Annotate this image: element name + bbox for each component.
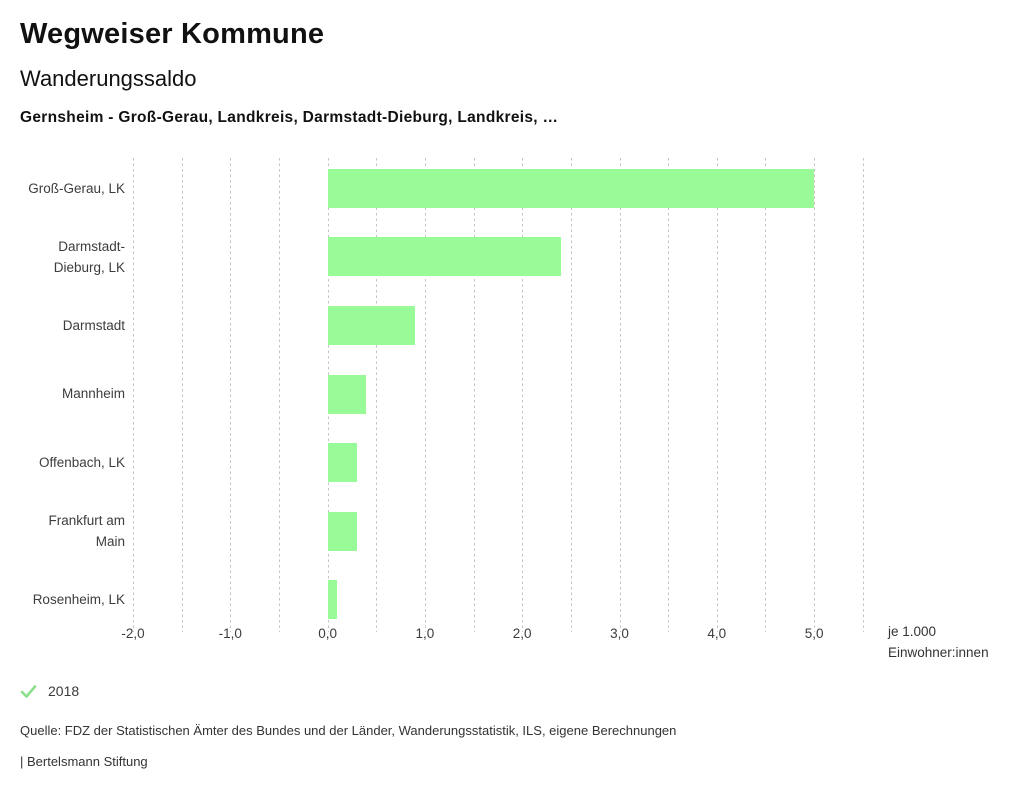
axis-tick-label: 2,0 — [512, 626, 532, 641]
axis-tick-label: 3,0 — [610, 626, 629, 641]
gridline — [181, 158, 183, 632]
gridline — [619, 158, 621, 632]
gridline — [278, 158, 280, 632]
legend-label: 2018 — [48, 683, 80, 699]
axis-tick-label: -2,0 — [121, 626, 145, 641]
gridline — [230, 158, 232, 632]
check-icon — [20, 684, 37, 699]
gridline — [668, 158, 670, 632]
bar-groß-gerau-lk — [327, 168, 815, 208]
bar-rosenheim-lk — [327, 580, 338, 620]
gridline — [473, 158, 475, 632]
axis-tick-label: 5,0 — [804, 626, 824, 641]
category-label: Groß-Gerau, LK — [28, 180, 125, 196]
app-title: Wegweiser Kommune — [20, 18, 325, 50]
bar-mannheim — [327, 374, 367, 414]
bar-frankfurt-am-main — [327, 511, 357, 551]
gridline — [570, 158, 572, 632]
gridline — [765, 158, 767, 632]
axis-tick-label: 1,0 — [415, 626, 435, 641]
value-axis: -2,0 -1,0 0,0 1,0 2,0 3,0 4,0 5,0 — [121, 626, 863, 646]
chart-subtitle: Gernsheim - Groß-Gerau, Landkreis, Darms… — [20, 109, 559, 126]
bar-offenbach-lk — [327, 443, 357, 483]
gridline — [522, 158, 524, 632]
gridline — [376, 158, 378, 632]
gridline — [133, 158, 134, 632]
category-label: Offenbach, LK — [38, 455, 125, 471]
gridline — [862, 158, 864, 632]
category-label: Darmstadt- Dieburg, LK — [53, 238, 125, 275]
bar-darmstadt-dieburg-lk — [327, 237, 562, 277]
bar-chart: Groß-Gerau, LK Darmstadt- Dieburg, LK Darms… — [0, 154, 1024, 664]
axis-unit-label: je 1.000 Einwohner:innen — [888, 621, 989, 663]
axis-unit-line1: je 1.000 — [888, 624, 937, 639]
gridline — [424, 158, 426, 632]
axis-unit-line2: Einwohner:innen — [888, 645, 989, 660]
axis-tick-label: 0,0 — [318, 626, 337, 641]
branding-note: | Bertelsmann Stiftung — [20, 754, 148, 769]
chart-header: Wegweiser Kommune Wanderungssaldo Gernsh… — [20, 18, 558, 127]
category-label: Mannheim — [61, 386, 125, 402]
legend-item-2018[interactable]: 2018 — [20, 683, 79, 699]
axis-tick-label: -1,0 — [218, 626, 242, 641]
plot-area — [133, 154, 864, 634]
axis-tick-label: 4,0 — [707, 626, 727, 641]
source-note: Quelle: FDZ der Statistischen Ämter des … — [20, 723, 677, 738]
gridline — [716, 158, 718, 632]
page-title: Wanderungssaldo — [20, 66, 197, 91]
category-label: Frankfurt am Main — [48, 513, 125, 550]
category-axis: Groß-Gerau, LK Darmstadt- Dieburg, LK Darms… — [0, 154, 125, 634]
gridline — [814, 158, 816, 632]
category-label: Rosenheim, LK — [32, 592, 125, 608]
bar-darmstadt — [327, 305, 416, 345]
category-label: Darmstadt — [62, 317, 125, 333]
